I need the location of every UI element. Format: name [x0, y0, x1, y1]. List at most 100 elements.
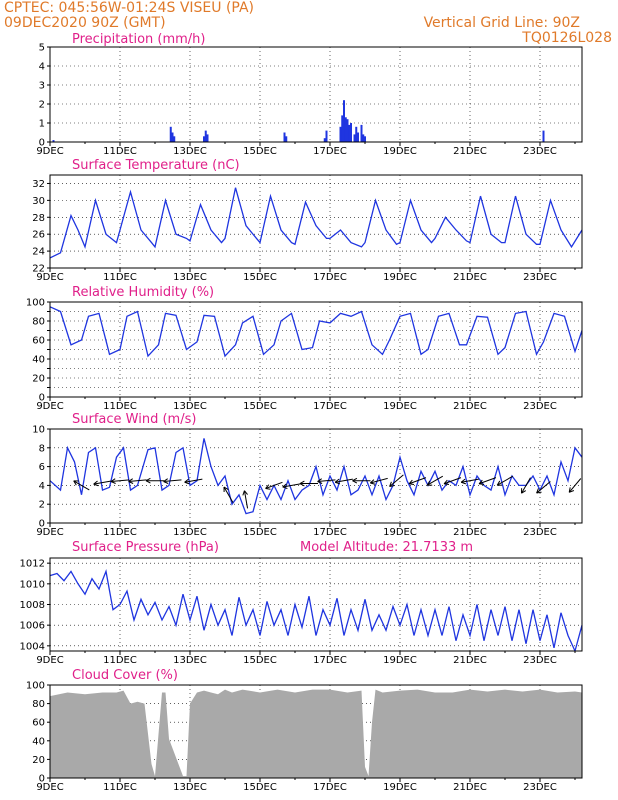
wind-arrow [536, 481, 551, 494]
cloud-ytick-label: 20 [32, 755, 45, 766]
wind-arrow-head [163, 478, 168, 482]
wind-arrow-head [536, 491, 542, 494]
wind-arrow-shaft [370, 477, 388, 484]
cloud-ytick-label: 60 [32, 718, 45, 729]
wind-arrow-shaft [408, 477, 427, 485]
precip-bar [343, 100, 345, 142]
wind-arrow-shaft [282, 483, 301, 488]
rh-panel: Relative Humidity (%) 0 20 40 60 80 100 9DEC 11D… [26, 285, 583, 412]
pressure-xtick-label: 23DEC [523, 655, 557, 666]
temp-title: Surface Temperature (nC) [72, 158, 240, 173]
wind-xtick-label: 11DEC [103, 527, 137, 538]
precip-frame [49, 46, 583, 143]
rh-line [49, 306, 583, 358]
wind-arrow-shaft [389, 474, 404, 487]
precip-bar [355, 126, 358, 142]
wind-arrow-head [569, 490, 575, 493]
wind-arrow [223, 486, 234, 503]
precip-bar [283, 132, 286, 142]
wind-arrow-shaft [568, 478, 582, 493]
pressure-xtick-label: 13DEC [173, 655, 207, 666]
wind-arrow-shaft [128, 479, 147, 482]
cloud-panel: Cloud Cover (%) 0 20 40 60 80 100 9DEC 11DEC 13DE… [26, 668, 583, 793]
precip-xtick-label: 21DEC [453, 146, 487, 157]
wind-arrow [496, 475, 514, 486]
wind-arrow-head [223, 486, 229, 491]
wind-xtick-label: 19DEC [383, 527, 417, 538]
temp-xtick-label: 17DEC [313, 272, 347, 283]
temp-xtick-label: 19DEC [383, 272, 417, 283]
wind-arrow-head [184, 481, 190, 485]
wind-arrow-shaft [478, 477, 497, 485]
precip-bar [52, 140, 55, 142]
pressure-xtick-label: 21DEC [453, 655, 487, 666]
wind-arrow [443, 477, 462, 486]
pressure-xtick-label: 9DEC [36, 655, 63, 666]
cloud-ytick-label: 0 [39, 774, 45, 785]
wind-arrow-head [317, 481, 323, 484]
rh-xtick-label: 15DEC [243, 401, 277, 412]
pressure-extra-label: Model Altitude: 21.7133 m [300, 540, 473, 555]
temp-xtick-label: 9DEC [36, 272, 63, 283]
precip-xtick-label: 11DEC [103, 146, 137, 157]
wind-arrow-head [265, 484, 270, 489]
precip-bar [169, 126, 172, 142]
temp-line [49, 187, 583, 259]
wind-arrow-shaft [163, 479, 182, 482]
wind-arrow-head [389, 481, 392, 487]
rh-ytick-label: 0 [39, 393, 45, 404]
wind-arrow [317, 478, 336, 484]
precip-bar [362, 134, 365, 142]
wind-arrow-shaft [443, 477, 462, 485]
wind-line [49, 438, 583, 515]
precip-bar [344, 117, 347, 142]
wind-arrow [521, 477, 531, 494]
pressure-xtick-label: 11DEC [103, 655, 137, 666]
rh-ytick-label: 20 [32, 374, 45, 385]
wind-xtick-label: 13DEC [173, 527, 207, 538]
wind-arrow-head [282, 486, 288, 490]
rh-ytick-label: 40 [32, 355, 45, 366]
precip-xtick-label: 23DEC [523, 146, 557, 157]
cloud-area [50, 689, 582, 778]
precip-ytick-label: 4 [39, 62, 45, 73]
wind-arrow-shaft [496, 475, 514, 486]
wind-arrow-head [334, 478, 340, 483]
wind-arrow-head [184, 478, 189, 483]
precip-panel: Precipitation (mm/h) 0 1 2 3 4 5 9DEC 11DEC 13DEC… [36, 32, 583, 157]
rh-ytick-label: 80 [32, 317, 45, 328]
temp-ytick-label: 24 [32, 247, 45, 258]
wind-arrow-head [521, 490, 527, 494]
temp-ytick-label: 32 [32, 179, 45, 190]
wind-xtick-label: 9DEC [36, 527, 63, 538]
wind-xtick-label: 21DEC [453, 527, 487, 538]
wind-arrow-shaft [110, 479, 130, 482]
precip-bar [206, 134, 209, 142]
temp-ytick-label: 22 [32, 264, 45, 275]
rh-xtick-label: 19DEC [383, 401, 417, 412]
temp-ytick-label: 26 [32, 230, 45, 241]
precip-ytick-label: 3 [39, 81, 45, 92]
cloud-ytick-label: 40 [32, 736, 45, 747]
wind-arrow-head [110, 478, 116, 482]
wind-arrow [460, 478, 479, 485]
precip-bar [203, 136, 205, 142]
wind-arrow-head [352, 480, 358, 484]
rh-xtick-label: 21DEC [453, 401, 487, 412]
rh-title: Relative Humidity (%) [72, 285, 214, 300]
precip-ytick-label: 5 [39, 43, 45, 54]
precip-ytick-label: 2 [39, 100, 45, 111]
wind-arrow-head [265, 487, 271, 490]
wind-arrow-head [334, 481, 341, 485]
precip-bar [360, 124, 363, 142]
wind-arrow-head [299, 480, 305, 484]
wind-arrow-head [426, 480, 431, 486]
precip-xtick-label: 9DEC [36, 146, 63, 157]
pressure-panel: Surface Pressure (hPa) Model Altitude: 21… [20, 540, 583, 666]
wind-ytick-label: 10 [32, 425, 45, 436]
precip-ytick-label: 1 [39, 119, 45, 130]
rh-ytick-label: 60 [32, 336, 45, 347]
temp-xtick-label: 11DEC [103, 272, 137, 283]
precip-xtick-label: 15DEC [243, 146, 277, 157]
